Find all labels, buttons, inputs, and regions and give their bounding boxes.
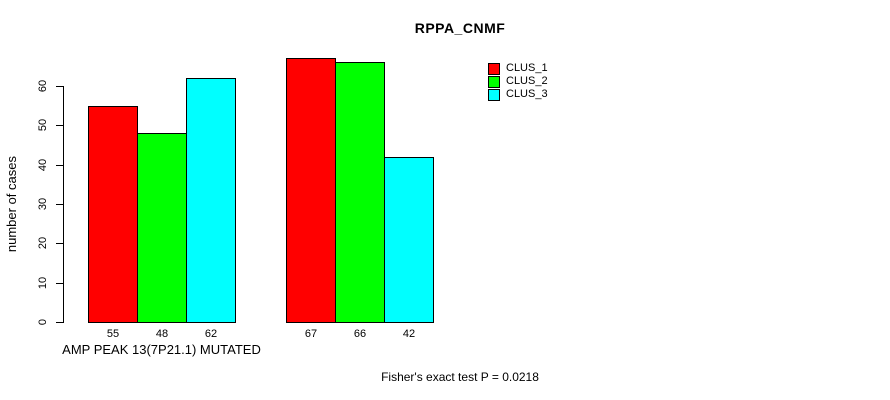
y-axis-line [63,86,64,323]
y-axis-label: number of cases [4,156,19,253]
legend-label: CLUS_2 [506,75,548,87]
y-tick [56,125,63,126]
legend-item-clus_3: CLUS_3 [488,88,548,101]
x-category-label: AMP PEAK 13(7P21.1) MUTATED [62,342,261,357]
y-tick-label: 0 [37,318,49,326]
legend-swatch-clus_3 [488,88,500,101]
y-tick [56,86,63,87]
y-tick-label: 20 [37,236,49,250]
fisher-test-note: Fisher's exact test P = 0.0218 [381,370,539,384]
y-tick-label: 60 [37,79,49,93]
bar-clus_3-group1 [186,78,236,323]
legend-label: CLUS_3 [506,88,548,100]
bar-value-label: 48 [155,328,169,340]
legend-item-clus_2: CLUS_2 [488,75,548,88]
y-tick-label: 40 [37,158,49,172]
legend-swatch-clus_2 [488,75,500,88]
bar-clus_2-group2 [335,62,385,323]
bar-value-label: 42 [402,328,416,340]
y-tick [56,283,63,284]
bar-value-label: 67 [304,328,318,340]
chart-title: RPPA_CNMF [414,20,506,36]
legend-item-clus_1: CLUS_1 [488,62,548,75]
bar-value-label: 55 [106,328,120,340]
y-tick [56,243,63,244]
y-tick [56,204,63,205]
legend-swatch-clus_1 [488,62,500,75]
legend-label: CLUS_1 [506,62,548,74]
bar-clus_1-group2 [286,58,336,323]
bar-clus_1-group1 [88,106,138,323]
bar-clus_3-group2 [384,157,434,323]
y-tick-label: 50 [37,118,49,132]
y-tick-label: 10 [37,276,49,290]
bar-clus_2-group1 [137,133,187,323]
y-tick [56,322,63,323]
bar-value-label: 66 [353,328,367,340]
y-tick-label: 30 [37,197,49,211]
legend: CLUS_1 CLUS_2 CLUS_3 [488,62,548,101]
y-tick [56,165,63,166]
bar-value-label: 62 [204,328,218,340]
